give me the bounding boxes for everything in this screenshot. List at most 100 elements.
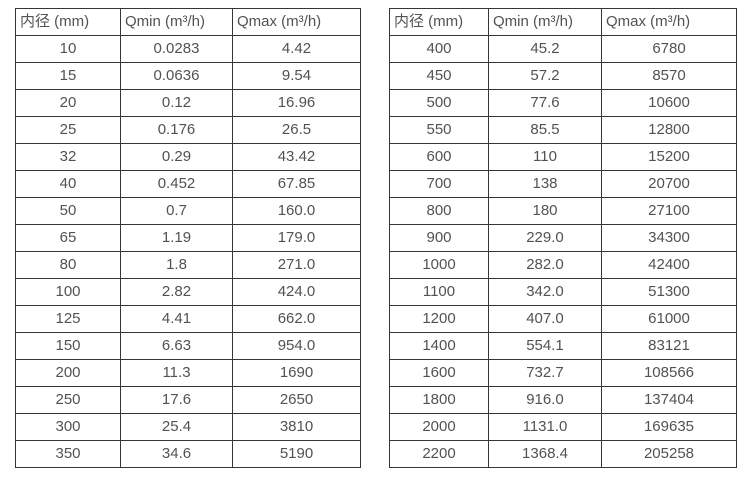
table-cell: 25 xyxy=(15,116,121,144)
table-cell: 138 xyxy=(488,170,602,198)
table-cell: 342.0 xyxy=(488,278,602,306)
table-cell: 550 xyxy=(389,116,489,144)
column-header-qmax: Qmax (m³/h) xyxy=(232,8,361,36)
table-row: 100 2.82 424.0 xyxy=(15,278,361,306)
table-cell: 6.63 xyxy=(120,332,233,360)
table-cell: 800 xyxy=(389,197,489,225)
header-row: 内径 (mm) Qmin (m³/h) Qmax (m³/h) xyxy=(389,8,737,36)
column-header-qmax: Qmax (m³/h) xyxy=(601,8,737,36)
table-cell: 137404 xyxy=(601,386,737,414)
table-cell: 180 xyxy=(488,197,602,225)
table-row: 80 1.8 271.0 xyxy=(15,251,361,279)
table-cell: 2.82 xyxy=(120,278,233,306)
table-cell: 20 xyxy=(15,89,121,117)
table-cell: 0.29 xyxy=(120,143,233,171)
table-cell: 61000 xyxy=(601,305,737,333)
table-row: 32 0.29 43.42 xyxy=(15,143,361,171)
table-row: 200 11.3 1690 xyxy=(15,359,361,387)
table-cell: 282.0 xyxy=(488,251,602,279)
table-cell: 1131.0 xyxy=(488,413,602,441)
table-cell: 51300 xyxy=(601,278,737,306)
table-cell: 43.42 xyxy=(232,143,361,171)
table-cell: 9.54 xyxy=(232,62,361,90)
table-cell: 450 xyxy=(389,62,489,90)
table-cell: 350 xyxy=(15,440,121,468)
table-cell: 83121 xyxy=(601,332,737,360)
table-cell: 1.19 xyxy=(120,224,233,252)
table-cell: 1200 xyxy=(389,305,489,333)
table-cell: 554.1 xyxy=(488,332,602,360)
table-cell: 2000 xyxy=(389,413,489,441)
table-cell: 67.85 xyxy=(232,170,361,198)
table-cell: 16.96 xyxy=(232,89,361,117)
table-cell: 169635 xyxy=(601,413,737,441)
column-header-diameter: 内径 (mm) xyxy=(15,8,121,36)
table-cell: 1.8 xyxy=(120,251,233,279)
table-cell: 400 xyxy=(389,35,489,63)
table-cell: 0.7 xyxy=(120,197,233,225)
table-cell: 8570 xyxy=(601,62,737,90)
table-cell: 424.0 xyxy=(232,278,361,306)
table-cell: 1800 xyxy=(389,386,489,414)
table-cell: 160.0 xyxy=(232,197,361,225)
table-cell: 0.452 xyxy=(120,170,233,198)
table-cell: 10600 xyxy=(601,89,737,117)
table-cell: 100 xyxy=(15,278,121,306)
table-row: 500 77.6 10600 xyxy=(389,89,737,117)
table-cell: 6780 xyxy=(601,35,737,63)
table-body: 400 45.2 6780 450 57.2 8570 500 77.6 10600 550 85.… xyxy=(389,35,737,468)
table-row: 400 45.2 6780 xyxy=(389,35,737,63)
table-cell: 77.6 xyxy=(488,89,602,117)
table-row: 40 0.452 67.85 xyxy=(15,170,361,198)
table-row: 350 34.6 5190 xyxy=(15,440,361,468)
table-cell: 200 xyxy=(15,359,121,387)
table-cell: 229.0 xyxy=(488,224,602,252)
table-row: 1000 282.0 42400 xyxy=(389,251,737,279)
table-row: 50 0.7 160.0 xyxy=(15,197,361,225)
table-cell: 0.176 xyxy=(120,116,233,144)
table-cell: 20700 xyxy=(601,170,737,198)
table-cell: 3810 xyxy=(232,413,361,441)
column-header-diameter: 内径 (mm) xyxy=(389,8,489,36)
table-row: 15 0.0636 9.54 xyxy=(15,62,361,90)
table-row: 25 0.176 26.5 xyxy=(15,116,361,144)
table-cell: 1690 xyxy=(232,359,361,387)
table-row: 1800 916.0 137404 xyxy=(389,386,737,414)
table-cell: 205258 xyxy=(601,440,737,468)
table-cell: 600 xyxy=(389,143,489,171)
flow-table-dn400-2200: 内径 (mm) Qmin (m³/h) Qmax (m³/h) 400 45.2 6… xyxy=(389,8,737,468)
table-row: 1400 554.1 83121 xyxy=(389,332,737,360)
table-cell: 2200 xyxy=(389,440,489,468)
table-row: 150 6.63 954.0 xyxy=(15,332,361,360)
table-cell: 125 xyxy=(15,305,121,333)
table-row: 65 1.19 179.0 xyxy=(15,224,361,252)
column-header-qmin: Qmin (m³/h) xyxy=(488,8,602,36)
table-cell: 0.0636 xyxy=(120,62,233,90)
table-row: 300 25.4 3810 xyxy=(15,413,361,441)
table-row: 20 0.12 16.96 xyxy=(15,89,361,117)
table-cell: 57.2 xyxy=(488,62,602,90)
table-cell: 1000 xyxy=(389,251,489,279)
table-cell: 108566 xyxy=(601,359,737,387)
table-cell: 34.6 xyxy=(120,440,233,468)
table-cell: 662.0 xyxy=(232,305,361,333)
table-cell: 4.41 xyxy=(120,305,233,333)
table-header: 内径 (mm) Qmin (m³/h) Qmax (m³/h) xyxy=(15,8,361,36)
table-cell: 0.0283 xyxy=(120,35,233,63)
table-cell: 32 xyxy=(15,143,121,171)
table-cell: 26.5 xyxy=(232,116,361,144)
table-cell: 45.2 xyxy=(488,35,602,63)
header-row: 内径 (mm) Qmin (m³/h) Qmax (m³/h) xyxy=(15,8,361,36)
table-body: 10 0.0283 4.42 15 0.0636 9.54 20 0.12 16.96 25 0.1… xyxy=(15,35,361,468)
table-cell: 250 xyxy=(15,386,121,414)
table-cell: 500 xyxy=(389,89,489,117)
table-cell: 2650 xyxy=(232,386,361,414)
table-row: 250 17.6 2650 xyxy=(15,386,361,414)
table-cell: 110 xyxy=(488,143,602,171)
table-row: 550 85.5 12800 xyxy=(389,116,737,144)
table-cell: 42400 xyxy=(601,251,737,279)
table-cell: 34300 xyxy=(601,224,737,252)
flow-table-dn10-350: 内径 (mm) Qmin (m³/h) Qmax (m³/h) 10 0.0283… xyxy=(15,8,361,468)
table-cell: 300 xyxy=(15,413,121,441)
